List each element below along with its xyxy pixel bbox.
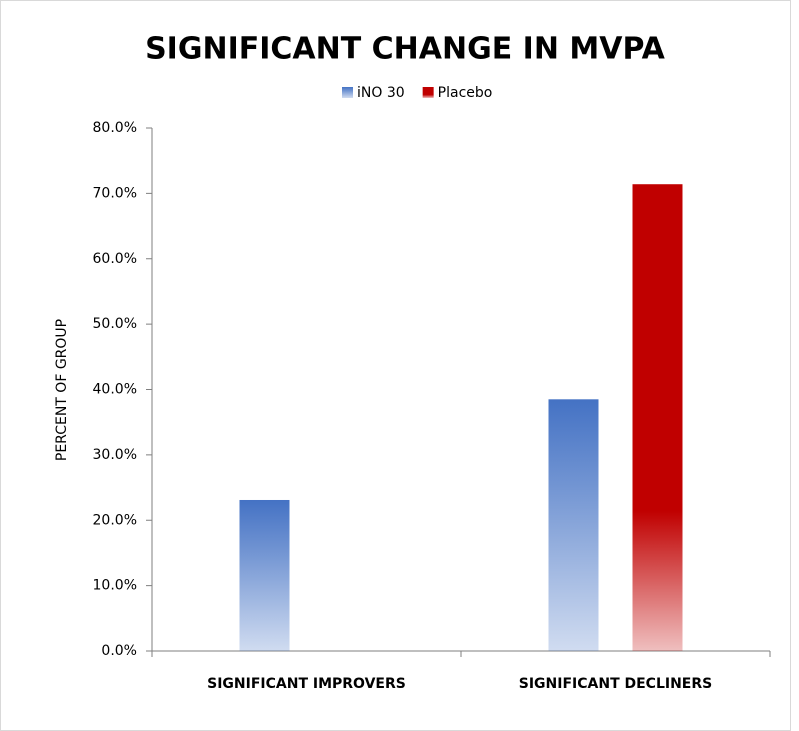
y-tick-label: 60.0% (93, 251, 137, 267)
bar (548, 399, 599, 651)
bar (632, 184, 683, 651)
legend-swatch (422, 87, 434, 98)
y-tick-label: 20.0% (93, 512, 137, 528)
y-tick-label: 40.0% (93, 382, 137, 398)
y-tick-label: 50.0% (93, 316, 137, 332)
y-axis-label: PERCENT OF GROUP (54, 319, 70, 461)
y-tick-label: 0.0% (101, 643, 137, 659)
chart-title: SIGNIFICANT CHANGE IN MVPA (145, 32, 666, 67)
y-tick-label: 70.0% (93, 185, 137, 201)
x-tick-label: SIGNIFICANT DECLINERS (519, 676, 712, 692)
y-tick-label: 80.0% (93, 120, 137, 136)
legend-label: Placebo (438, 85, 493, 101)
y-tick-label: 10.0% (93, 578, 137, 594)
y-tick-label: 30.0% (93, 447, 137, 463)
legend-label: iNO 30 (357, 85, 405, 101)
bar (239, 499, 290, 651)
x-tick-label: SIGNIFICANT IMPROVERS (207, 676, 406, 692)
legend-swatch (342, 87, 353, 98)
